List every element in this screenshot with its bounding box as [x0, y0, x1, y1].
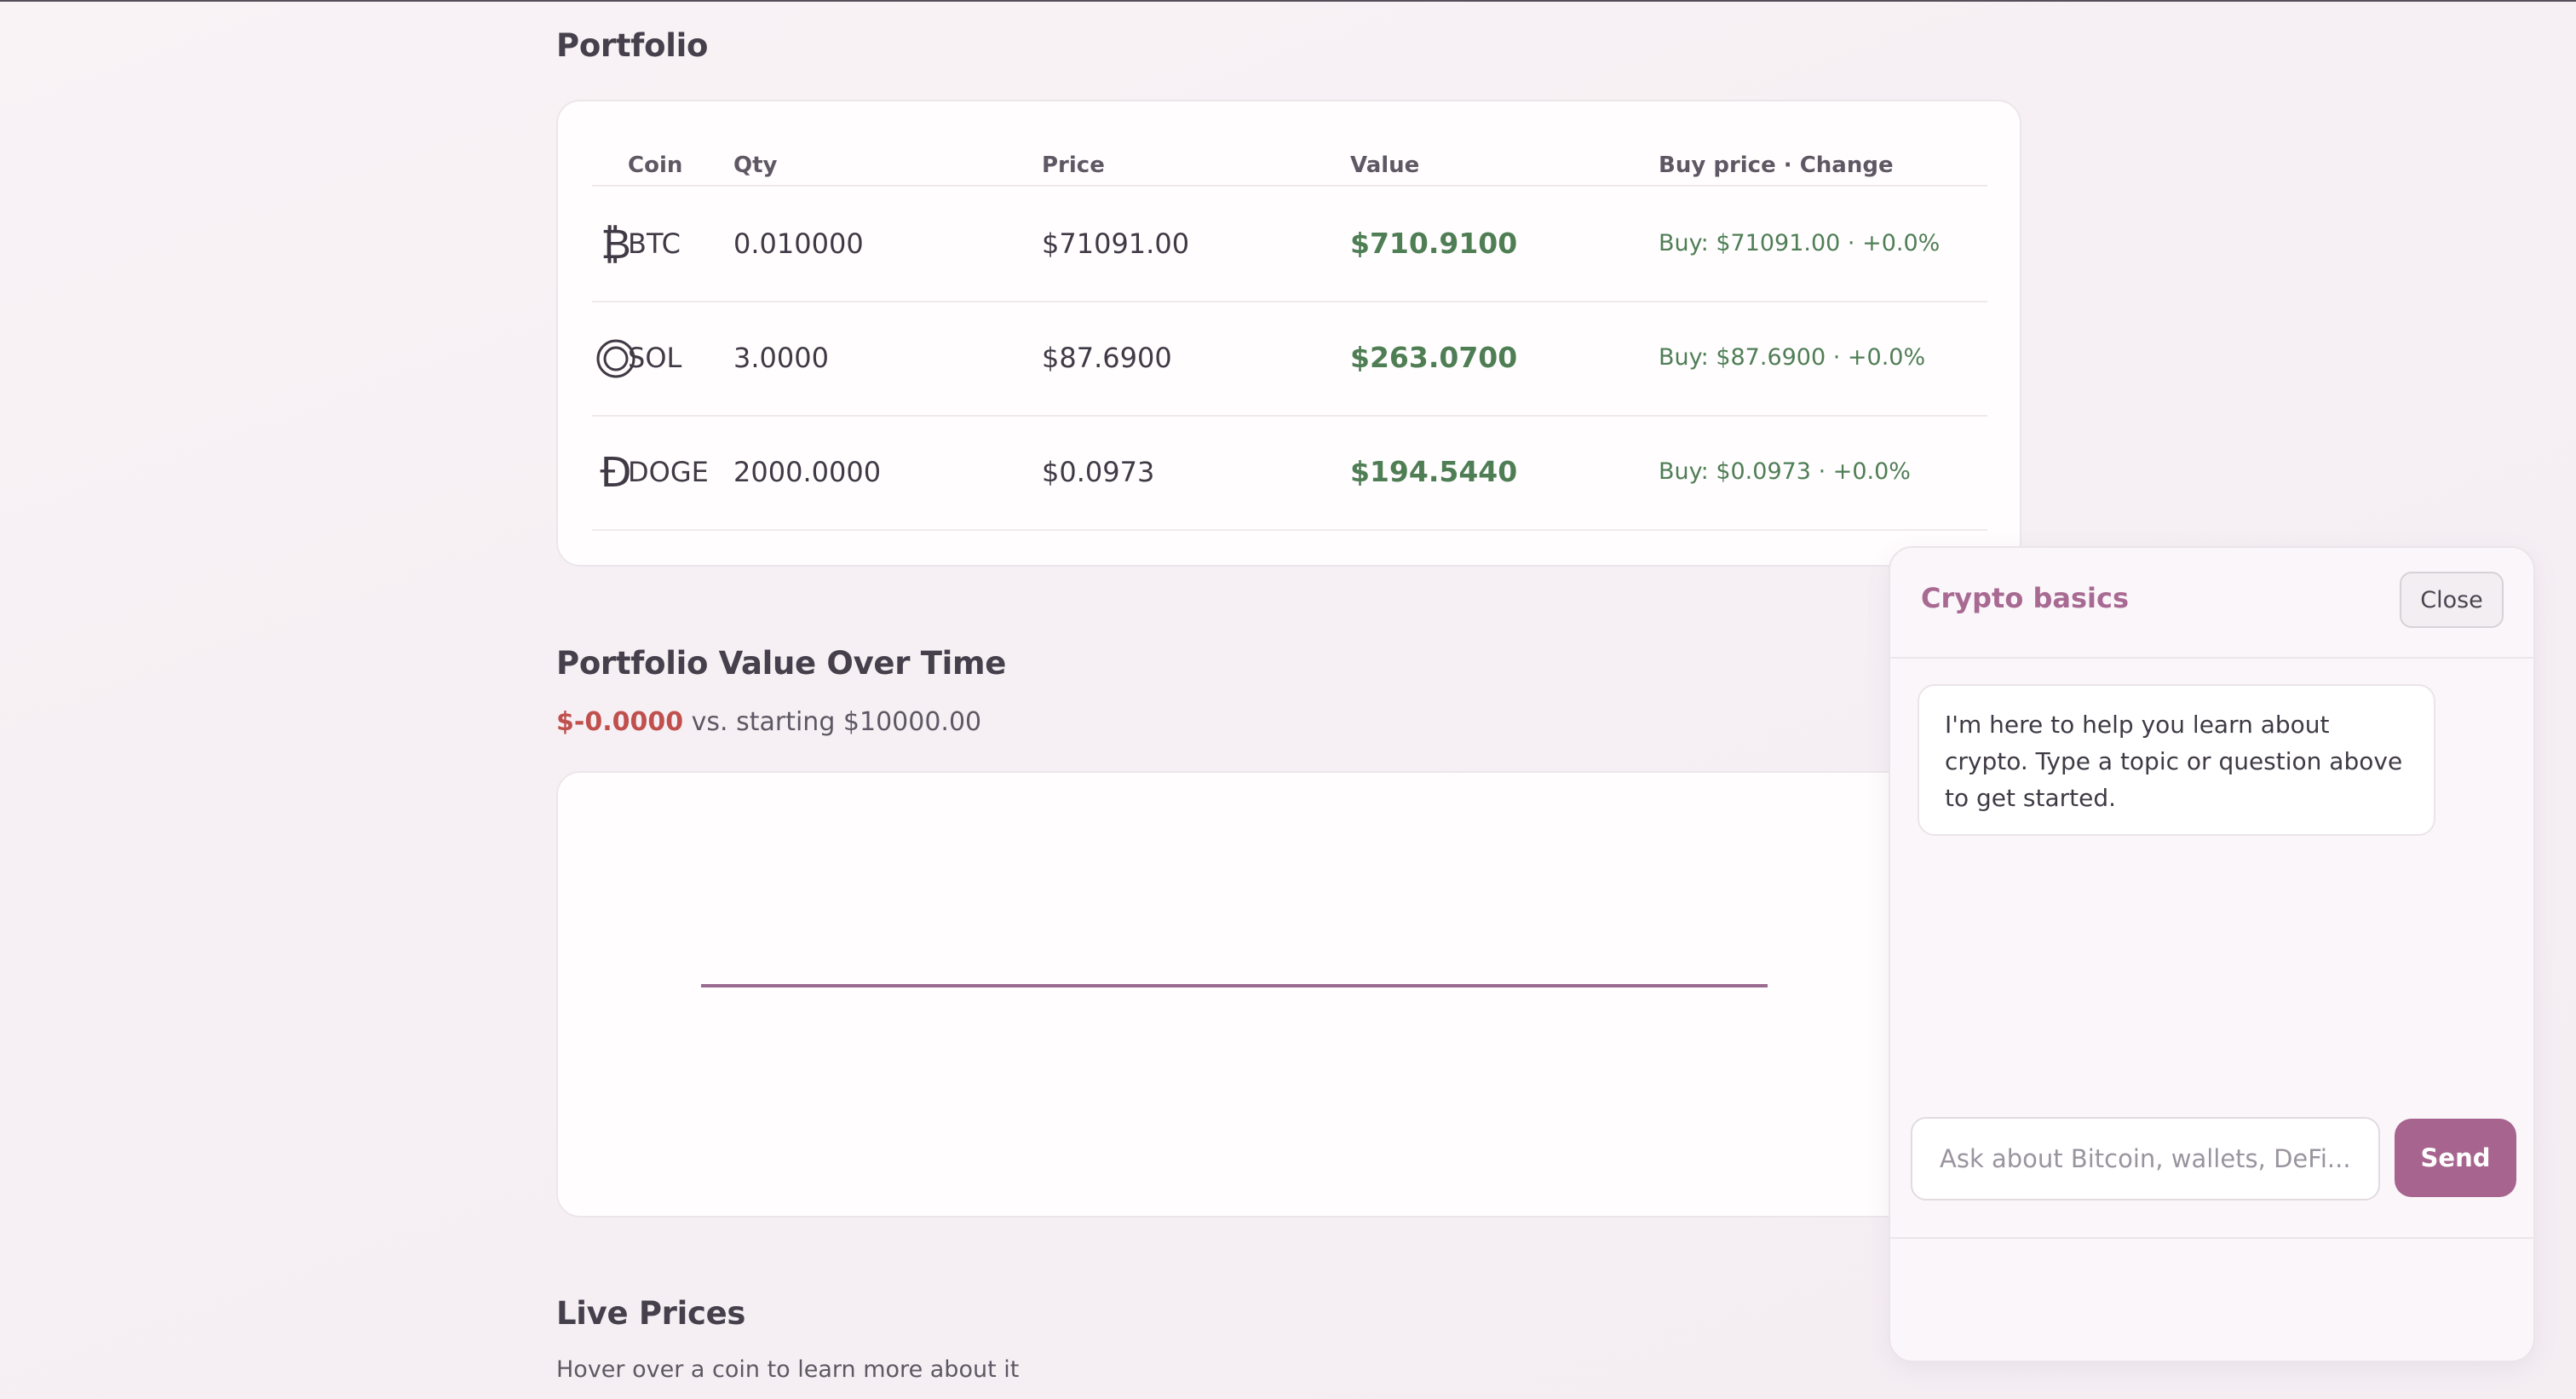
top-divider [0, 0, 2576, 2]
coin-price: $71091.00 [1042, 227, 1190, 260]
coin-symbol: BTC [628, 227, 681, 260]
coin-symbol: SOL [628, 342, 682, 374]
column-header-price: Price [1042, 153, 1105, 178]
coin-buy-change: Buy: $0.0973 · +0.0% [1659, 458, 1911, 485]
live-prices-title: Live Prices [556, 1295, 746, 1332]
column-header-coin: Coin [628, 153, 683, 178]
column-header-qty: Qty [733, 153, 778, 178]
chat-panel: Crypto basics Close I'm here to help you… [1889, 546, 2535, 1362]
value-change-summary: $-0.0000 vs. starting $10000.00 [556, 707, 981, 737]
send-button[interactable]: Send [2395, 1119, 2516, 1197]
value-comparison: vs. starting $10000.00 [691, 707, 982, 737]
coin-buy-change: Buy: $87.6900 · +0.0% [1659, 344, 1926, 371]
coin-price: $0.0973 [1042, 456, 1155, 488]
portfolio-title: Portfolio [556, 27, 709, 64]
portfolio-value-chart [556, 771, 2021, 1218]
table-row: Ð DOGE 2000.0000 $0.0973 $194.5440 Buy: … [592, 415, 1987, 531]
live-prices-subtitle: Hover over a coin to learn more about it [556, 1356, 1020, 1383]
chat-title: Crypto basics [1921, 582, 2129, 614]
coin-price: $87.6900 [1042, 342, 1172, 374]
column-header-value: Value [1350, 153, 1420, 178]
close-button[interactable]: Close [2400, 572, 2504, 628]
chat-input[interactable] [1911, 1117, 2380, 1200]
chat-footer [1890, 1237, 2533, 1361]
table-row: ₿ BTC 0.010000 $71091.00 $710.9100 Buy: … [592, 187, 1987, 302]
bitcoin-icon: ₿ [601, 221, 631, 268]
solana-icon [592, 335, 640, 383]
coin-buy-change: Buy: $71091.00 · +0.0% [1659, 230, 1941, 256]
coin-qty: 2000.0000 [733, 456, 882, 488]
chart-canvas [701, 984, 1768, 987]
dogecoin-icon: Ð [600, 449, 632, 497]
coin-value: $263.0700 [1350, 341, 1518, 374]
table-row: SOL 3.0000 $87.6900 $263.0700 Buy: $87.6… [592, 301, 1987, 417]
coin-value: $710.9100 [1350, 227, 1518, 260]
assistant-message: I'm here to help you learn about crypto.… [1918, 684, 2435, 836]
coin-qty: 0.010000 [733, 227, 864, 260]
value-over-time-title: Portfolio Value Over Time [556, 645, 1007, 682]
column-header-buy-change: Buy price · Change [1659, 153, 1894, 178]
coin-symbol: DOGE [628, 456, 709, 488]
portfolio-table: Coin Qty Price Value Buy price · Change … [556, 100, 2021, 567]
coin-value: $194.5440 [1350, 455, 1518, 488]
table-header: Coin Qty Price Value Buy price · Change [592, 135, 1987, 187]
coin-qty: 3.0000 [733, 342, 829, 374]
chat-header: Crypto basics Close [1890, 548, 2533, 659]
value-change: $-0.0000 [556, 707, 684, 737]
